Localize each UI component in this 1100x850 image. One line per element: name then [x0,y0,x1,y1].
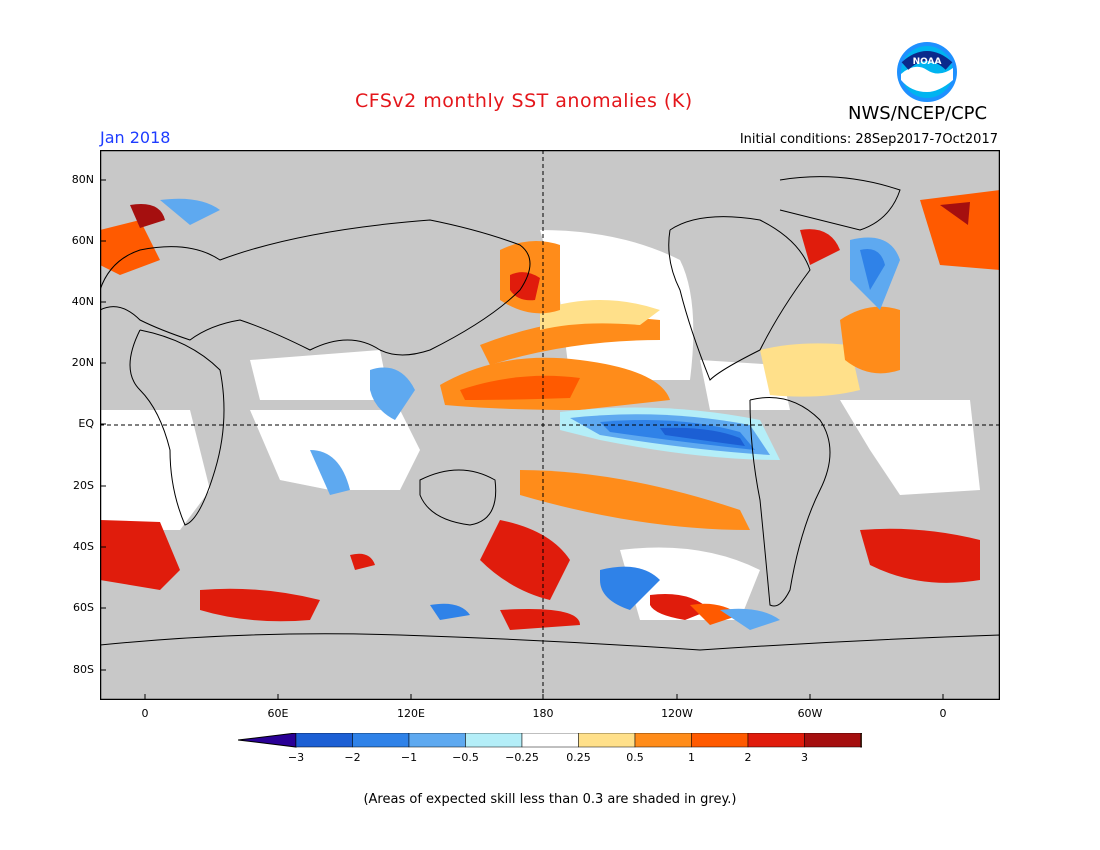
colorbar-segment [691,732,749,748]
colorbar-label: 3 [801,751,808,764]
colorbar-label: −3 [287,751,305,764]
colorbar-segment [578,732,636,748]
colorbar-high-arrow [860,732,920,748]
colorbar-label: −1 [400,751,418,764]
colorbar-segment [521,732,579,748]
colorbar-segment [352,732,410,748]
agency-label: NWS/NCEP/CPC [848,103,988,124]
lon-label: 120W [661,707,693,720]
lat-label: 20S [73,479,94,492]
colorbar-label: 2 [744,751,752,764]
colorbar-segment [634,732,692,748]
colorbar-segment [747,732,805,748]
lat-label: 40N [71,295,94,308]
lat-tick-marks [100,179,106,671]
lat-label: 40S [73,540,94,553]
map-frame [99,149,1001,701]
colorbar-segment [804,732,862,748]
lat-label: 20N [71,356,94,369]
colorbar-label: −0.25 [505,751,539,764]
chart-title: CFSv2 monthly SST anomalies (K) [355,90,693,112]
lat-label: 60S [73,601,94,614]
lon-label: 60E [267,707,289,720]
colorbar-segment [465,732,523,748]
lat-label: 80N [71,173,94,186]
lon-label: 0 [141,707,149,720]
colorbar-label: −0.5 [452,751,479,764]
warm-anomaly-regions [100,190,1000,630]
noaa-logo-text: NOAA [913,57,942,67]
lon-tick-marks [144,694,944,700]
coastlines [100,176,1000,700]
lat-label: EQ [78,417,94,430]
colorbar-segment [295,732,353,748]
sst-anomaly-map [99,149,1001,704]
lat-label: 80S [73,663,94,676]
cool-anomaly-regions [160,198,900,630]
lat-label: 60N [71,234,94,247]
colorbar-label: −2 [344,751,361,764]
colorbar [237,732,920,757]
colorbar-segment [408,732,466,748]
forecast-month: Jan 2018 [100,128,171,147]
noaa-logo: NOAA [895,40,959,108]
skill-footnote: (Areas of expected skill less than 0.3 a… [363,792,737,807]
colorbar-label: 0.25 [566,751,591,764]
initial-conditions: Initial conditions: 28Sep2017-7Oct2017 [739,132,998,147]
colorbar-label: 0.5 [626,751,644,764]
colorbar-label: 1 [688,751,695,764]
lon-label: 60W [797,707,823,720]
lon-label: 120E [397,707,425,720]
lon-label: 180 [532,707,554,720]
colorbar-low-arrow [237,732,297,748]
lon-label: 0 [939,707,947,720]
